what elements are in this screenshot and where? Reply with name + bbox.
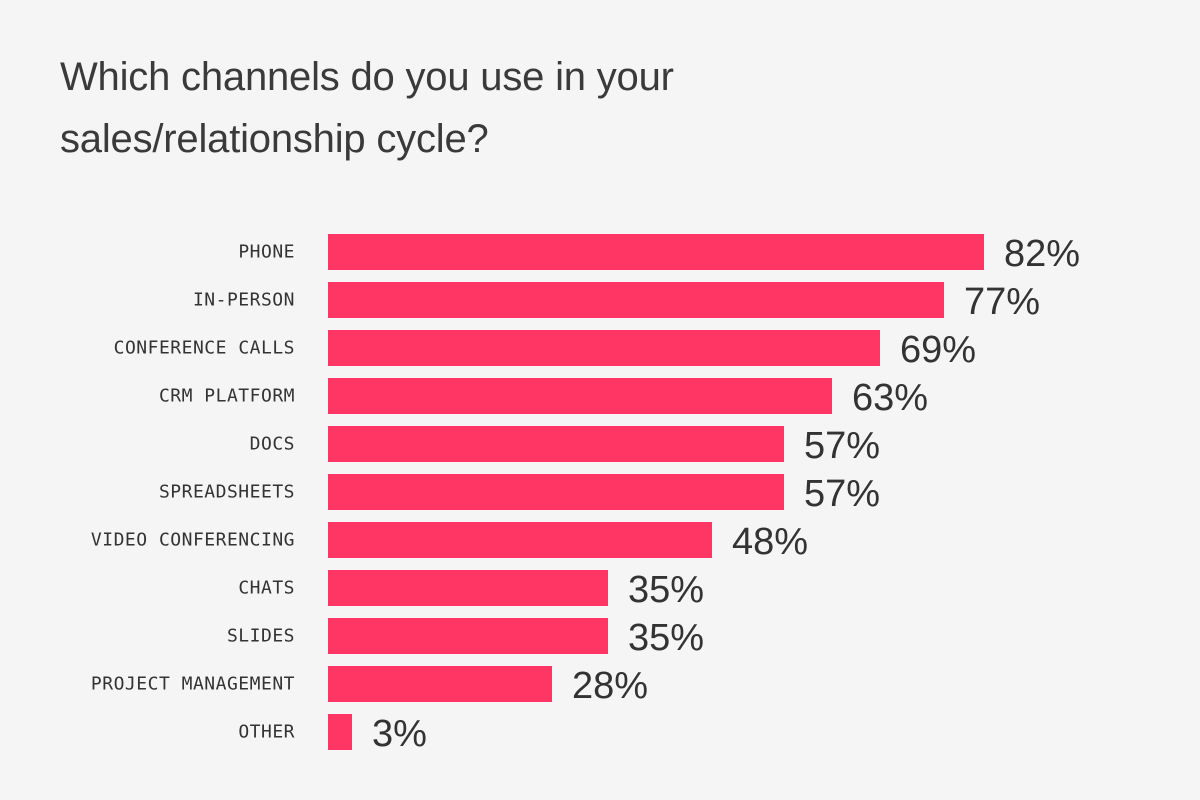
value-label: 82% bbox=[1004, 233, 1080, 275]
category-label: OTHER bbox=[238, 722, 295, 743]
category-label: VIDEO CONFERENCING bbox=[91, 530, 295, 551]
category-label: SLIDES bbox=[227, 626, 295, 647]
bar bbox=[328, 426, 784, 462]
value-label: 35% bbox=[628, 569, 704, 611]
bar bbox=[328, 714, 352, 750]
bar bbox=[328, 330, 880, 366]
category-label: SPREADSHEETS bbox=[159, 482, 295, 503]
bar bbox=[328, 570, 608, 606]
category-label: IN-PERSON bbox=[193, 290, 295, 311]
category-label: DOCS bbox=[250, 434, 295, 455]
value-label: 48% bbox=[732, 521, 808, 563]
bar bbox=[328, 666, 552, 702]
value-label: 35% bbox=[628, 617, 704, 659]
category-label: PHONE bbox=[238, 242, 295, 263]
bar bbox=[328, 618, 608, 654]
bar bbox=[328, 378, 832, 414]
value-label: 28% bbox=[572, 665, 648, 707]
category-label: CONFERENCE CALLS bbox=[114, 338, 295, 359]
category-label: PROJECT MANAGEMENT bbox=[91, 674, 295, 695]
category-label: CRM PLATFORM bbox=[159, 386, 295, 407]
value-label: 57% bbox=[804, 425, 880, 467]
bar bbox=[328, 282, 944, 318]
bar bbox=[328, 522, 712, 558]
value-label: 63% bbox=[852, 377, 928, 419]
value-label: 77% bbox=[964, 281, 1040, 323]
value-label: 57% bbox=[804, 473, 880, 515]
value-label: 3% bbox=[372, 713, 427, 755]
bar bbox=[328, 234, 984, 270]
value-label: 69% bbox=[900, 329, 976, 371]
category-label: CHATS bbox=[238, 578, 295, 599]
bar bbox=[328, 474, 784, 510]
chart-title: Which channels do you use in your sales/… bbox=[60, 55, 674, 161]
